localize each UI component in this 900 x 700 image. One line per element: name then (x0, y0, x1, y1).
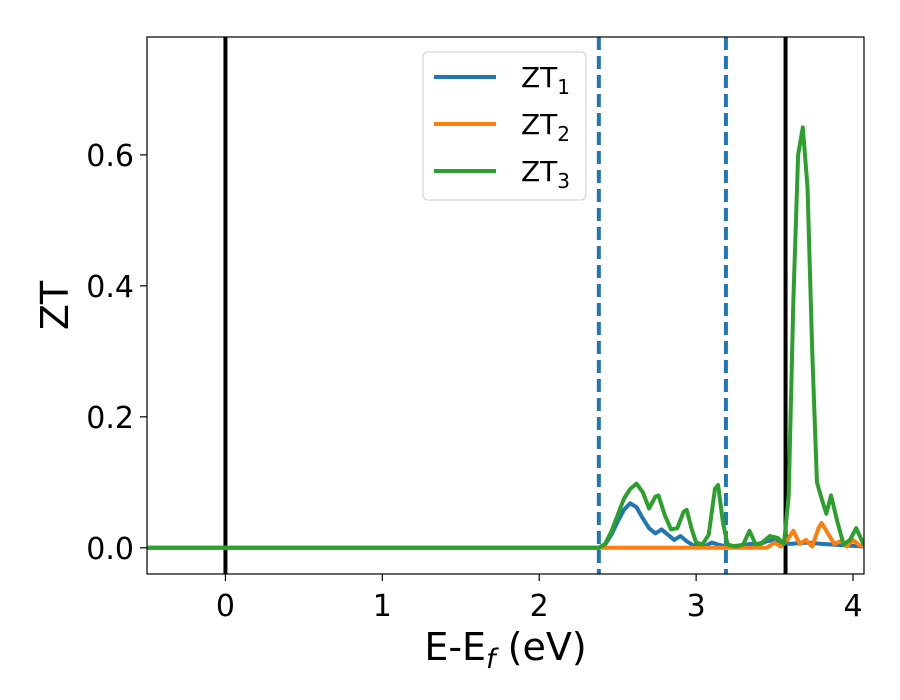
x-tick-label: 2 (530, 589, 549, 624)
legend-label-2: ZT2 (521, 108, 570, 146)
legend: ZT1 ZT2 ZT3 (422, 51, 587, 201)
x-tick-label: 0 (216, 589, 235, 624)
plot-area (147, 37, 864, 574)
legend-label-3: ZT3 (521, 155, 570, 193)
x-axis-label: E-Ef (eV) (424, 625, 586, 675)
legend-label-1: ZT1 (521, 61, 570, 99)
x-tick-label: 3 (687, 589, 706, 624)
x-tick-label: 1 (373, 589, 392, 624)
plot-frame (146, 36, 865, 575)
y-tick-label: 0.4 (86, 270, 134, 305)
y-tick-label: 0.0 (86, 532, 134, 567)
series-line-3 (147, 125, 864, 550)
series-line-2 (147, 520, 864, 550)
y-tick-label: 0.2 (86, 401, 134, 436)
series-line-1 (147, 501, 864, 550)
legend-box (422, 51, 587, 201)
y-tick-label: 0.6 (86, 139, 134, 174)
axes: 0 1 2 3 4 0.0 0.2 0.4 0.6 E-Ef (eV) ZT (33, 36, 865, 675)
plot-inner (147, 37, 864, 574)
y-axis-label: ZT (33, 280, 77, 330)
x-tick-label: 4 (843, 589, 862, 624)
